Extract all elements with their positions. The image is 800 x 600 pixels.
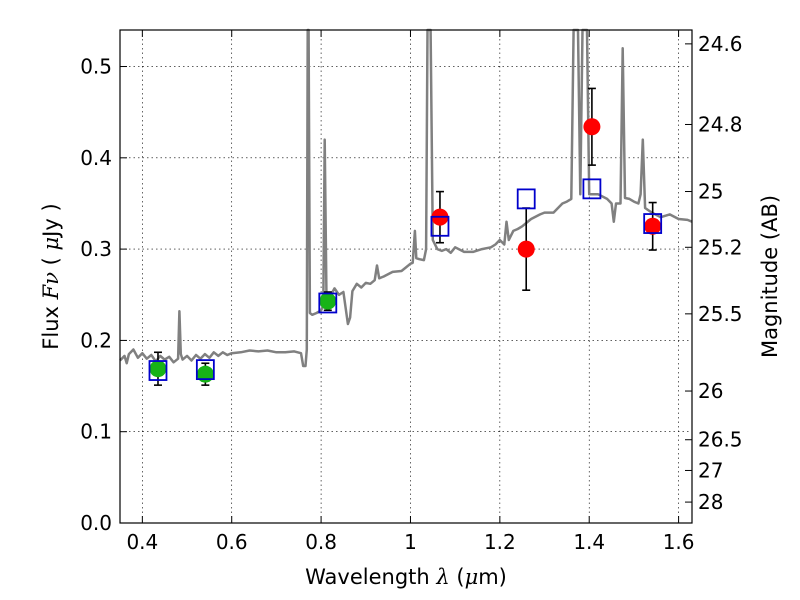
right-tick-label: 26 xyxy=(698,379,723,403)
right-tick-label: 24.6 xyxy=(698,32,743,56)
y-tick-label: 0.2 xyxy=(80,328,112,352)
x-tick-label: 1.4 xyxy=(573,530,605,554)
y-tick-label: 0.4 xyxy=(80,146,112,170)
right-tick-label: 25.5 xyxy=(698,302,743,326)
red-photometry-point xyxy=(517,240,535,258)
red-photometry-point xyxy=(644,217,662,235)
x-axis-label: Wavelength λ (μm) xyxy=(305,565,507,589)
green-photometry-point xyxy=(149,360,167,378)
green-photometry-point xyxy=(196,365,214,383)
x-tick-label: 0.8 xyxy=(305,530,337,554)
model-band-square xyxy=(516,188,536,210)
right-tick-label: 25 xyxy=(698,180,723,204)
model-band-square xyxy=(430,215,450,237)
y-tick-label: 0.5 xyxy=(80,55,112,79)
y-tick-label: 0.3 xyxy=(80,237,112,261)
model-spectrum xyxy=(119,28,693,368)
right-tick-label: 28 xyxy=(698,490,723,514)
right-tick-label: 27 xyxy=(698,458,723,482)
photometry-markers xyxy=(148,87,663,386)
model-band-square xyxy=(643,213,663,234)
model-band-square xyxy=(148,360,168,381)
right-tick-label: 25.2 xyxy=(698,235,743,259)
red-photometry-point xyxy=(583,118,601,136)
grid-lines xyxy=(120,30,692,524)
model-band-square xyxy=(318,292,338,314)
green-photometry-point xyxy=(319,292,337,310)
right-tick-label: 26.5 xyxy=(698,428,743,452)
plot-frame xyxy=(119,29,693,524)
model-spectrum-line xyxy=(119,28,693,368)
x-tick-label: 0.4 xyxy=(126,530,158,554)
y-tick-label: 0.1 xyxy=(80,420,112,444)
axis-ticks: 0.4 0.6 0.8 1 1.2 1.4 1.6 0.0 0.1 0.2 0.3 0.4 0.5 24.… xyxy=(80,30,743,554)
y-axis-label: Flux Fν ( μJy ) xyxy=(39,203,63,349)
x-tick-label: 1.2 xyxy=(484,530,516,554)
x-tick-label: 1.6 xyxy=(663,530,695,554)
right-tick-label: 24.8 xyxy=(698,112,743,136)
x-tick-label: 0.6 xyxy=(216,530,248,554)
model-band-square xyxy=(195,359,215,381)
y-tick-label: 0.0 xyxy=(80,511,112,535)
y-axis-right-label: Magnitude (AB) xyxy=(758,195,782,358)
model-band-square xyxy=(582,178,602,200)
x-tick-label: 1 xyxy=(404,530,417,554)
